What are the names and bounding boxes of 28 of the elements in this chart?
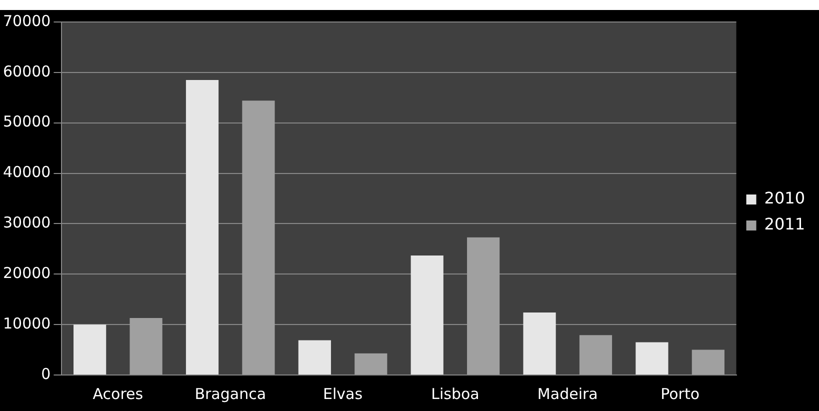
bar	[692, 350, 724, 374]
y-tick-label: 40000	[3, 163, 51, 182]
bar	[186, 80, 219, 374]
bar	[579, 335, 612, 374]
legend-label: 2011	[764, 214, 805, 234]
bar	[242, 100, 275, 374]
x-tick-label: Braganca	[194, 384, 266, 403]
y-tick-label: 70000	[3, 12, 51, 30]
y-tick-label: 50000	[3, 112, 51, 131]
y-tick-label: 20000	[3, 264, 51, 282]
bar	[354, 353, 388, 374]
bar	[523, 312, 556, 374]
bar	[130, 318, 162, 374]
x-tick-label: Madeira	[537, 384, 598, 403]
x-tick-label: Lisboa	[431, 384, 480, 403]
y-tick-label: 0	[41, 364, 51, 383]
x-tick-label: Porto	[660, 384, 700, 403]
y-tick-label: 30000	[3, 214, 51, 232]
x-tick-label: Elvas	[323, 384, 363, 403]
bar	[410, 255, 444, 374]
bar	[467, 237, 500, 374]
legend-label: 2010	[764, 188, 805, 208]
y-tick-label: 10000	[3, 314, 51, 332]
bar	[298, 340, 331, 374]
bar	[74, 324, 106, 374]
bar	[636, 342, 668, 374]
y-tick-label: 60000	[3, 62, 51, 80]
x-tick-label: Acores	[92, 384, 144, 403]
